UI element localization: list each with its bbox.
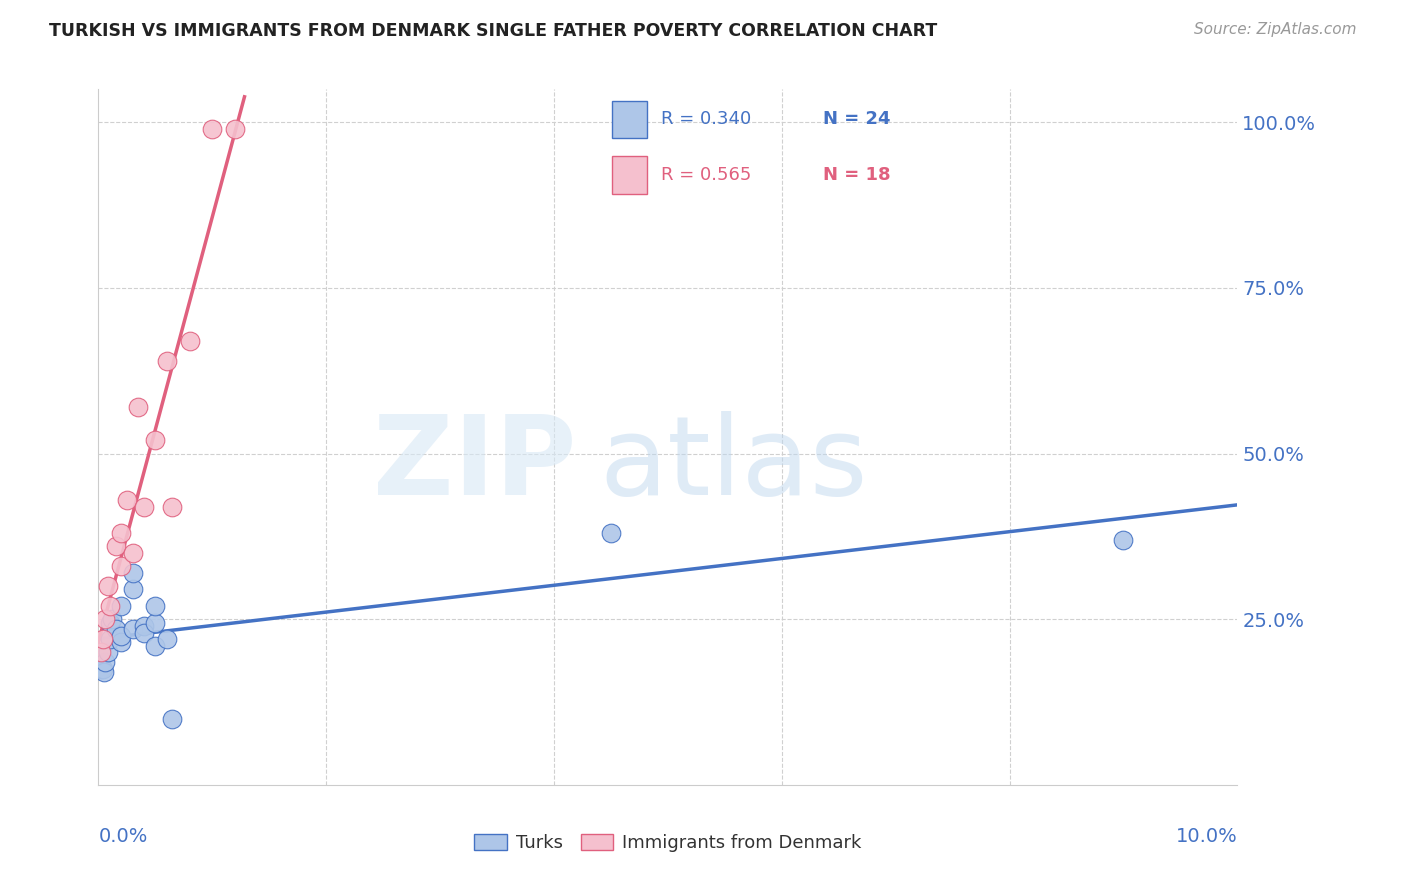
Text: ZIP: ZIP [374, 411, 576, 518]
Point [145, 615, 167, 630]
Point [156, 632, 179, 647]
Point [94, 612, 117, 626]
Point [127, 401, 149, 415]
Point [101, 612, 124, 626]
Text: N = 18: N = 18 [823, 166, 890, 184]
Point [96, 579, 118, 593]
Point [110, 629, 132, 643]
Point [132, 625, 155, 640]
Text: R = 0.565: R = 0.565 [661, 166, 751, 184]
Point [91, 632, 114, 647]
Point [121, 622, 143, 636]
Point [121, 546, 143, 560]
Point [162, 500, 184, 514]
Point [121, 582, 143, 597]
Point [132, 500, 155, 514]
Text: Source: ZipAtlas.com: Source: ZipAtlas.com [1194, 22, 1357, 37]
Point [1112, 533, 1135, 547]
Point [91, 662, 114, 676]
Point [201, 122, 224, 136]
Point [115, 493, 138, 508]
Point [90, 645, 112, 659]
Point [110, 526, 132, 541]
Text: TURKISH VS IMMIGRANTS FROM DENMARK SINGLE FATHER POVERTY CORRELATION CHART: TURKISH VS IMMIGRANTS FROM DENMARK SINGL… [49, 22, 938, 40]
Point [110, 599, 132, 613]
Point [94, 656, 117, 670]
Legend: Turks, Immigrants from Denmark: Turks, Immigrants from Denmark [467, 827, 869, 859]
Point [600, 526, 623, 541]
FancyBboxPatch shape [612, 156, 647, 194]
Text: R = 0.340: R = 0.340 [661, 111, 751, 128]
Point [93, 665, 115, 680]
Point [162, 712, 184, 726]
Point [98, 599, 121, 613]
Point [104, 622, 127, 636]
Point [98, 632, 121, 647]
Point [145, 434, 167, 448]
Text: atlas: atlas [599, 411, 868, 518]
Point [145, 639, 167, 653]
Text: N = 24: N = 24 [823, 111, 890, 128]
Point [145, 599, 167, 613]
Point [96, 645, 118, 659]
Point [110, 635, 132, 649]
Point [90, 662, 112, 676]
Point [179, 334, 201, 348]
FancyBboxPatch shape [612, 101, 647, 138]
Point [121, 566, 143, 580]
Point [98, 615, 121, 630]
Point [156, 354, 179, 368]
Point [224, 122, 246, 136]
Point [132, 619, 155, 633]
Point [110, 559, 132, 574]
Text: 10.0%: 10.0% [1175, 827, 1237, 846]
Point [104, 540, 127, 554]
Text: 0.0%: 0.0% [98, 827, 148, 846]
